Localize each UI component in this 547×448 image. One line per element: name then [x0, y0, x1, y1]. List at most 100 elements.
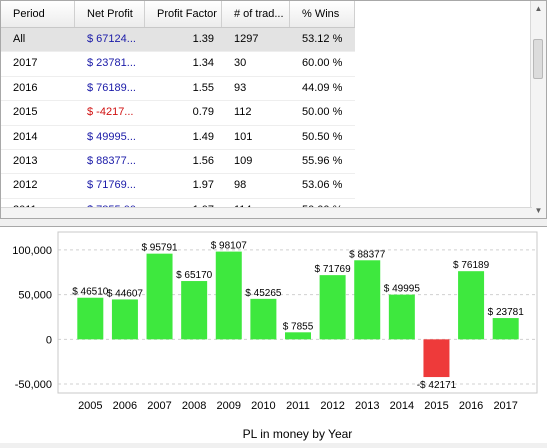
- net-profit-cell: $ 88377...: [87, 154, 136, 167]
- scroll-thumb[interactable]: [533, 39, 543, 79]
- table-row[interactable]: 2017 $ 23781... 1.34 30 60.00 %: [1, 52, 355, 77]
- x-tick-label: 2010: [251, 400, 275, 412]
- results-table: Period Net Profit Profit Factor # of trad..…: [0, 0, 547, 219]
- data-label-2013: $ 88377: [349, 249, 386, 260]
- x-tick-label: 2014: [390, 400, 414, 412]
- period-cell: 2012: [13, 179, 38, 192]
- profit-factor-cell: 0.79: [192, 106, 214, 119]
- x-tick-label: 2013: [355, 400, 379, 412]
- wins-cell: 44.09 %: [302, 81, 343, 94]
- table-row[interactable]: 2016 $ 76189... 1.55 93 44.09 %: [1, 77, 355, 102]
- data-label-2006: $ 44607: [107, 288, 144, 299]
- x-tick-label: 2006: [113, 400, 137, 412]
- y-tick-label: 100,000: [12, 245, 52, 257]
- bar-2013: [354, 260, 381, 340]
- x-tick-label: 2012: [320, 400, 344, 412]
- wins-cell: 53.06 %: [302, 179, 343, 192]
- net-profit-cell: $ 76189...: [87, 81, 136, 94]
- net-profit-cell: $ -4217...: [87, 106, 134, 119]
- data-label-2014: $ 49995: [384, 284, 421, 295]
- trades-cell: 101: [234, 130, 253, 143]
- y-tick-label: 50,000: [18, 290, 52, 302]
- net-profit-cell: $ 67124...: [87, 33, 136, 45]
- x-tick-label: 2009: [217, 400, 241, 412]
- x-tick-label: 2016: [459, 400, 483, 412]
- period-cell: 2015: [13, 106, 38, 119]
- profit-factor-cell: 1.56: [192, 154, 214, 167]
- wins-cell: 55.96 %: [302, 154, 343, 167]
- bar-2010: [250, 298, 277, 340]
- pl-chart-panel: 100,000 50,000 0 -50,000 $ 46510 2005 $ 44607 2…: [0, 226, 547, 443]
- x-tick-label: 2011: [286, 400, 310, 412]
- data-label-2010: $ 45265: [245, 288, 282, 299]
- arrow-up-icon[interactable]: ▲: [534, 4, 543, 13]
- trades-cell: 1297: [234, 33, 259, 45]
- horizontal-scrollbar[interactable]: [1, 207, 532, 218]
- bar-2005: [77, 297, 104, 340]
- column-header-4[interactable]: # of trad...: [222, 1, 290, 27]
- bar-2008: [181, 281, 208, 340]
- table-row[interactable]: 2012 $ 71769... 1.97 98 53.06 %: [1, 174, 355, 199]
- bar-2007: [146, 253, 173, 340]
- vertical-scrollbar[interactable]: ▲ ▼: [530, 1, 546, 218]
- profit-factor-cell: 1.55: [192, 81, 214, 94]
- bar-2014: [388, 294, 415, 340]
- table-row[interactable]: 2014 $ 49995... 1.49 101 50.50 %: [1, 126, 355, 150]
- column-header-5[interactable]: % Wins: [290, 1, 355, 27]
- bar-2011: [285, 332, 311, 340]
- profit-factor-cell: 1.34: [192, 57, 214, 70]
- x-tick-label: 2007: [147, 400, 171, 412]
- data-label-2016: $ 76189: [453, 260, 490, 271]
- x-tick-label: 2015: [424, 400, 448, 412]
- data-label-2007: $ 95791: [141, 243, 178, 254]
- column-header-1[interactable]: Period: [1, 1, 75, 27]
- column-header-3[interactable]: Profit Factor: [145, 1, 222, 27]
- profit-factor-cell: 1.97: [192, 179, 214, 192]
- period-cell: 2014: [13, 130, 38, 143]
- wins-cell: 60.00 %: [302, 57, 343, 70]
- trades-cell: 112: [234, 106, 252, 119]
- data-label-2005: $ 46510: [72, 287, 109, 298]
- trades-cell: 30: [234, 57, 247, 70]
- bar-2015: [423, 339, 450, 378]
- data-label-2012: $ 71769: [315, 264, 352, 275]
- profit-factor-cell: 1.49: [192, 130, 214, 143]
- data-label-2009: $ 98107: [211, 241, 248, 252]
- wins-cell: 50.00 %: [302, 106, 343, 119]
- table-row[interactable]: All $ 67124... 1.39 1297 53.12 %: [1, 28, 355, 53]
- column-header-2[interactable]: Net Profit: [75, 1, 145, 27]
- wins-cell: 50.50 %: [302, 130, 343, 143]
- bar-2017: [492, 318, 519, 340]
- trades-cell: 109: [234, 154, 253, 167]
- profit-factor-cell: 1.39: [192, 33, 214, 45]
- pl-bar-chart: 100,000 50,000 0 -50,000 $ 46510 2005 $ 44607 2…: [12, 231, 538, 441]
- net-profit-cell: $ 23781...: [87, 57, 136, 70]
- trades-cell: 98: [234, 179, 247, 192]
- net-profit-cell: $ 49995...: [87, 130, 136, 143]
- data-label-2017: $ 23781: [488, 307, 525, 318]
- bar-2006: [111, 299, 138, 340]
- net-profit-cell: $ 71769...: [87, 179, 136, 192]
- period-cell: 2013: [13, 154, 38, 167]
- y-tick-label: 0: [46, 334, 52, 346]
- x-tick-label: 2005: [78, 400, 102, 412]
- wins-cell: 53.12 %: [302, 33, 343, 45]
- bar-2016: [458, 271, 485, 340]
- bar-2012: [319, 275, 346, 340]
- x-axis-label: PL in money by Year: [243, 427, 353, 441]
- table-row[interactable]: 2015 $ -4217... 0.79 112 50.00 %: [1, 101, 355, 126]
- data-label-2008: $ 65170: [176, 270, 213, 281]
- table-body: All $ 67124... 1.39 1297 53.12 % 2017 $ 23781.…: [1, 28, 355, 218]
- y-tick-label: -50,000: [15, 379, 52, 391]
- period-cell: 2016: [13, 81, 38, 94]
- x-tick-label: 2017: [493, 400, 517, 412]
- table-header: Period Net Profit Profit Factor # of trad..…: [1, 1, 355, 28]
- period-cell: 2017: [13, 57, 38, 70]
- table-row[interactable]: 2013 $ 88377... 1.56 109 55.96 %: [1, 150, 355, 175]
- arrow-down-icon[interactable]: ▼: [534, 206, 543, 215]
- data-label-2011: $ 7855: [283, 321, 314, 332]
- period-cell: All: [13, 33, 26, 45]
- bar-2009: [215, 251, 242, 340]
- x-tick-label: 2008: [182, 400, 206, 412]
- data-label-2015: -$ 42171: [417, 380, 457, 391]
